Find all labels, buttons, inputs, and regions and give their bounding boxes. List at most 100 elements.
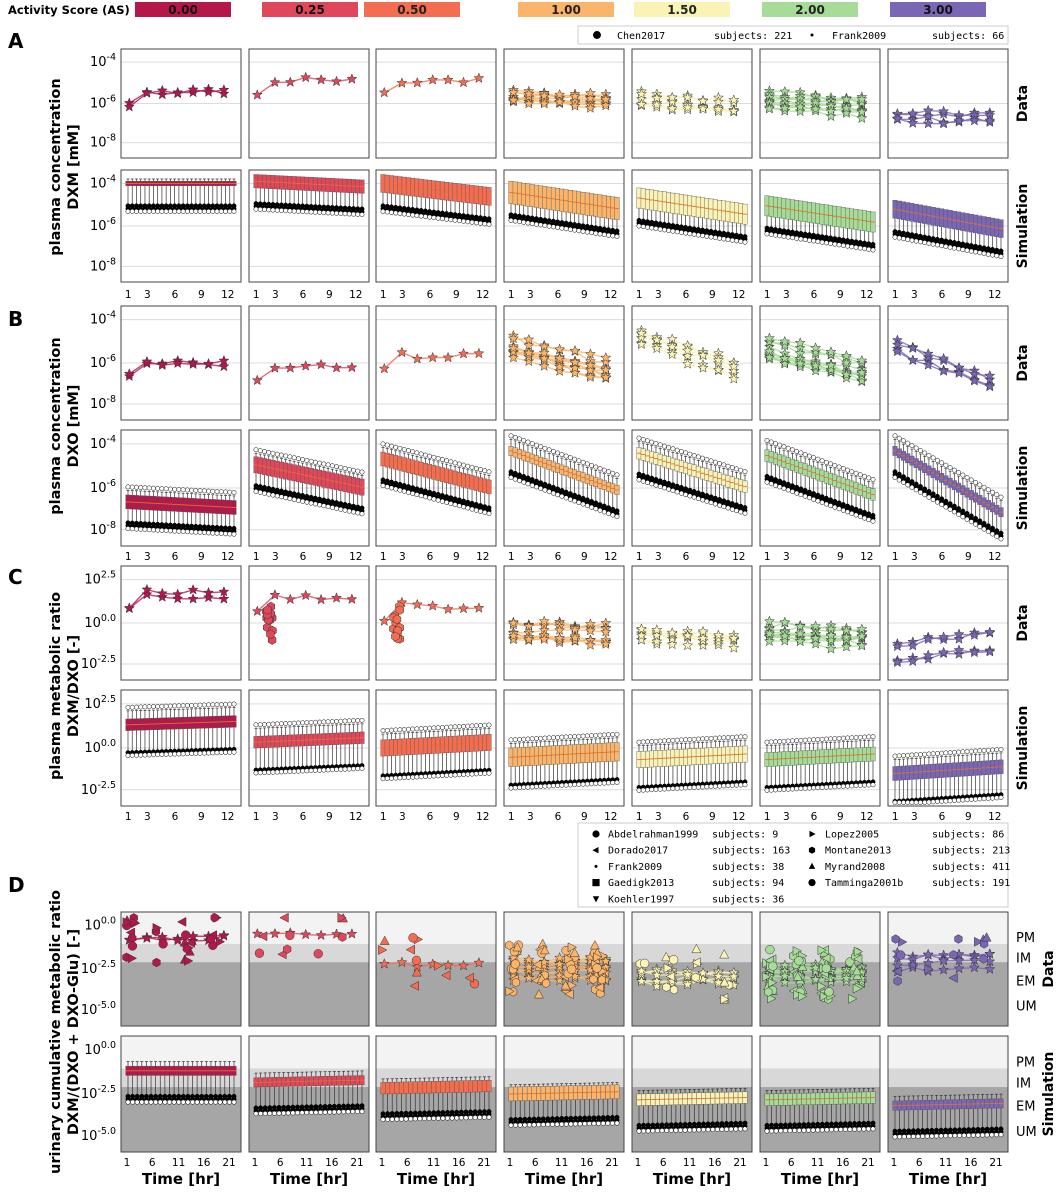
x-tick-label: 12 bbox=[221, 811, 234, 823]
box-outlier bbox=[650, 482, 654, 486]
x-tick-label: 6 bbox=[300, 811, 307, 823]
box-outlier bbox=[696, 785, 700, 789]
box-outlier bbox=[615, 780, 619, 784]
box-outlier bbox=[177, 209, 181, 213]
box-outlier bbox=[841, 243, 845, 247]
box-outlier bbox=[671, 488, 675, 492]
box-outlier bbox=[160, 528, 164, 532]
box-outlier bbox=[487, 771, 491, 775]
box-outlier bbox=[944, 244, 948, 248]
box-outlier bbox=[423, 214, 427, 218]
box-outlier bbox=[654, 483, 658, 487]
box-outlier bbox=[577, 782, 581, 786]
box-outlier bbox=[194, 530, 198, 534]
box-outlier bbox=[151, 528, 155, 532]
box-outlier bbox=[696, 737, 700, 741]
box-outlier bbox=[743, 469, 747, 473]
box-outlier bbox=[790, 236, 794, 240]
box-outlier bbox=[185, 488, 189, 492]
x-tick-label: 9 bbox=[965, 289, 972, 301]
box-outlier bbox=[254, 207, 258, 211]
box-outlier bbox=[202, 530, 206, 534]
box-outlier bbox=[671, 447, 675, 451]
box-outlier bbox=[833, 463, 837, 467]
x-tick-label: 12 bbox=[988, 551, 1001, 563]
box-outlier bbox=[799, 738, 803, 742]
box-outlier bbox=[581, 460, 585, 464]
box-outlier bbox=[134, 209, 138, 213]
box-outlier bbox=[322, 462, 326, 466]
box-outlier bbox=[778, 739, 782, 743]
box-outlier bbox=[871, 477, 875, 481]
x-tick-label: 3 bbox=[272, 289, 279, 301]
box-outlier bbox=[811, 738, 815, 742]
box-outlier bbox=[534, 443, 538, 447]
box-outlier bbox=[206, 703, 210, 707]
x-tick-label: 12 bbox=[732, 289, 745, 301]
box-outlier bbox=[206, 531, 210, 535]
box-outlier bbox=[713, 736, 717, 740]
box-outlier bbox=[956, 247, 960, 251]
box-outlier bbox=[730, 735, 734, 739]
box-outlier bbox=[713, 784, 717, 788]
legend-subjects: subjects: 38 bbox=[712, 862, 784, 873]
box-outlier bbox=[679, 786, 683, 790]
box-outlier bbox=[330, 768, 334, 772]
box-outlier bbox=[530, 221, 534, 225]
box-outlier bbox=[602, 232, 606, 236]
box-outlier bbox=[288, 721, 292, 725]
box-outlier bbox=[347, 467, 351, 471]
box-outlier bbox=[466, 772, 470, 776]
box-outlier bbox=[189, 751, 193, 755]
box-outlier bbox=[671, 738, 675, 742]
data-point-hexagon bbox=[267, 630, 275, 639]
box-outlier bbox=[343, 508, 347, 512]
box-outlier bbox=[262, 491, 266, 495]
x-tick-label: 9 bbox=[709, 289, 716, 301]
box-outlier bbox=[275, 722, 279, 726]
box-outlier bbox=[794, 738, 798, 742]
box-outlier bbox=[650, 739, 654, 743]
box-outlier bbox=[406, 448, 410, 452]
box-outlier bbox=[300, 209, 304, 213]
x-tick-label: 12 bbox=[476, 551, 489, 563]
box-outlier bbox=[696, 496, 700, 500]
box-outlier bbox=[385, 776, 389, 780]
box-outlier bbox=[322, 768, 326, 772]
box-outlier bbox=[922, 240, 926, 244]
box-outlier bbox=[402, 727, 406, 731]
box-outlier bbox=[837, 243, 841, 247]
box-outlier bbox=[347, 719, 351, 723]
box-outlier bbox=[999, 254, 1003, 258]
box-outlier bbox=[181, 488, 185, 492]
box-outlier bbox=[893, 475, 897, 479]
box-outlier bbox=[858, 473, 862, 477]
box-outlier bbox=[444, 500, 448, 504]
box-outlier bbox=[478, 723, 482, 727]
box-outlier bbox=[841, 784, 845, 788]
box-outlier bbox=[799, 451, 803, 455]
box-outlier bbox=[589, 463, 593, 467]
box-outlier bbox=[436, 216, 440, 220]
legend-subjects: subjects: 94 bbox=[712, 878, 784, 889]
box-outlier bbox=[470, 724, 474, 728]
box-outlier bbox=[901, 237, 905, 241]
box-outlier bbox=[317, 720, 321, 724]
box-outlier bbox=[922, 451, 926, 455]
box-outlier bbox=[444, 773, 448, 777]
box-outlier bbox=[688, 737, 692, 741]
y-tick-label: 102.5 bbox=[84, 570, 116, 588]
box-outlier bbox=[572, 228, 576, 232]
x-tick-label: 12 bbox=[988, 289, 1001, 301]
box-outlier bbox=[189, 488, 193, 492]
box-outlier bbox=[700, 785, 704, 789]
box-outlier bbox=[432, 455, 436, 459]
box-outlier bbox=[734, 239, 738, 243]
box-outlier bbox=[862, 516, 866, 520]
box-outlier bbox=[334, 767, 338, 771]
box-outlier bbox=[534, 485, 538, 489]
